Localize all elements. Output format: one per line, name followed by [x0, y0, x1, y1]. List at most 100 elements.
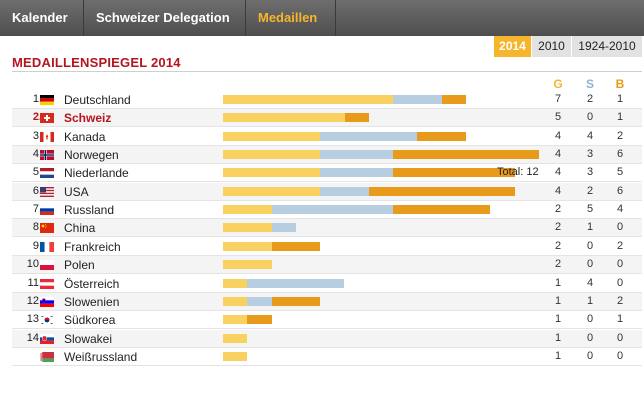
gold-bar — [223, 113, 345, 123]
year-tab-2014[interactable]: 2014 — [493, 36, 531, 57]
gold-count: 1 — [554, 313, 562, 326]
table-row[interactable]: 7. Russland 2 5 4 — [12, 201, 642, 220]
page-title: MEDAILLENSPIEGEL 2014 — [12, 55, 181, 70]
rank: 14. — [26, 331, 42, 344]
country-name[interactable]: Weißrussland — [64, 349, 138, 364]
country-name[interactable]: Deutschland — [64, 93, 131, 107]
table-row[interactable]: 1. Deutschland 7 2 1 — [12, 91, 642, 109]
country-name[interactable]: Slowakei — [64, 331, 113, 346]
gold-bar — [223, 241, 272, 251]
rank: 3. — [32, 129, 42, 142]
gold-bar — [223, 186, 321, 196]
silver-bar — [247, 278, 345, 288]
tab-kalender[interactable]: Kalender — [0, 0, 84, 36]
table-row[interactable]: 4. Norwegen 4 3 6 — [12, 146, 642, 165]
table-row[interactable]: 14. Slowakei 1 0 0 — [12, 329, 642, 348]
table-row[interactable]: 12. Slowenien 1 1 2 — [12, 292, 642, 311]
rank: 1. — [32, 93, 42, 105]
silver-bar — [271, 205, 394, 215]
table-row[interactable]: 9. Frankreich 2 0 2 — [12, 238, 642, 256]
silver-count: 0 — [586, 313, 594, 326]
silver-count: 1 — [586, 294, 594, 307]
bronze-count: 2 — [616, 294, 624, 307]
year-tab-2010[interactable]: 2010 — [531, 36, 571, 57]
country-name[interactable]: Slowenien — [64, 294, 120, 309]
flag-si-icon — [40, 296, 54, 307]
title-divider — [12, 71, 642, 72]
gold-count: 1 — [554, 276, 562, 289]
rank: 13. — [26, 313, 42, 326]
bronze-count: 6 — [616, 148, 624, 161]
gold-count: 2 — [554, 258, 562, 271]
rank: 10. — [26, 258, 42, 271]
rank: 4. — [32, 148, 42, 161]
country-name[interactable]: Norwegen — [64, 148, 119, 163]
silver-column-header: S — [585, 77, 594, 91]
silver-bar — [320, 131, 418, 141]
bronze-bar — [393, 168, 515, 178]
table-row[interactable]: Weißrussland 1 0 0 — [12, 348, 642, 366]
table-row[interactable]: 3. Kanada 4 4 2 — [12, 128, 642, 146]
tab-medaillen[interactable]: Medaillen — [246, 0, 336, 36]
flag-sk-icon — [40, 333, 54, 344]
rank: 2. — [32, 111, 42, 124]
silver-count: 2 — [586, 93, 594, 105]
table-row[interactable]: 8. China 2 1 0 — [12, 219, 642, 238]
flag-no-icon — [40, 150, 54, 161]
flag-ch-icon — [40, 113, 54, 124]
rank: 7. — [32, 203, 42, 216]
bronze-bar — [344, 113, 369, 123]
silver-count: 1 — [586, 221, 594, 234]
gold-count: 2 — [554, 239, 562, 252]
bronze-count: 5 — [616, 166, 624, 179]
bronze-count: 0 — [616, 258, 624, 271]
rank: 6. — [32, 184, 42, 197]
gold-count: 1 — [554, 294, 562, 307]
flag-fr-icon — [40, 241, 54, 252]
year-tab-1924-2010[interactable]: 1924-2010 — [571, 36, 642, 57]
table-row[interactable]: 13. Südkorea 1 0 1 — [12, 311, 642, 330]
country-name[interactable]: Schweiz — [64, 111, 112, 126]
gold-bar — [223, 351, 248, 361]
country-name[interactable]: Frankreich — [64, 239, 121, 254]
gold-bar — [223, 260, 272, 270]
table-row[interactable]: 11. Österreich 1 4 0 — [12, 275, 642, 293]
silver-bar — [320, 168, 394, 178]
silver-bar — [320, 186, 369, 196]
gold-count: 7 — [554, 93, 562, 105]
country-name[interactable]: Polen — [64, 258, 95, 273]
silver-bar — [320, 150, 394, 160]
country-name[interactable]: Niederlande — [64, 166, 129, 181]
country-name[interactable]: Österreich — [64, 276, 120, 291]
gold-bar — [223, 150, 321, 160]
country-name[interactable]: Südkorea — [64, 313, 116, 328]
silver-count: 4 — [586, 276, 594, 289]
country-name[interactable]: USA — [64, 184, 89, 199]
country-name[interactable]: Kanada — [64, 129, 106, 144]
silver-count: 0 — [586, 331, 594, 344]
silver-count: 2 — [586, 184, 594, 197]
flag-us-icon — [40, 186, 54, 197]
gold-count: 2 — [554, 203, 562, 216]
total-tooltip: Total: 12 — [497, 166, 539, 179]
rank: 5. — [32, 166, 42, 179]
table-row[interactable]: 2. Schweiz 5 0 1 — [12, 109, 642, 128]
silver-count: 5 — [586, 203, 594, 216]
gold-bar — [223, 131, 321, 141]
bronze-count: 6 — [616, 184, 624, 197]
rank: 9. — [32, 239, 42, 252]
silver-bar — [393, 95, 442, 104]
bronze-count: 0 — [616, 331, 624, 344]
flag-at-icon — [40, 278, 54, 289]
table-row[interactable]: 10. Polen 2 0 0 — [12, 256, 642, 275]
table-row[interactable]: 5. Niederlande Total: 12 4 3 5 — [12, 164, 642, 183]
bronze-bar — [271, 296, 321, 306]
table-row[interactable]: 6. USA 4 2 6 — [12, 182, 642, 201]
flag-cn-icon — [40, 223, 54, 234]
country-name[interactable]: Russland — [64, 203, 115, 218]
silver-count: 3 — [586, 166, 594, 179]
flag-ca-icon — [40, 131, 54, 142]
tab-schweizer-delegation[interactable]: Schweizer Delegation — [84, 0, 246, 36]
country-name[interactable]: China — [64, 221, 96, 236]
gold-column-header: G — [553, 77, 563, 91]
